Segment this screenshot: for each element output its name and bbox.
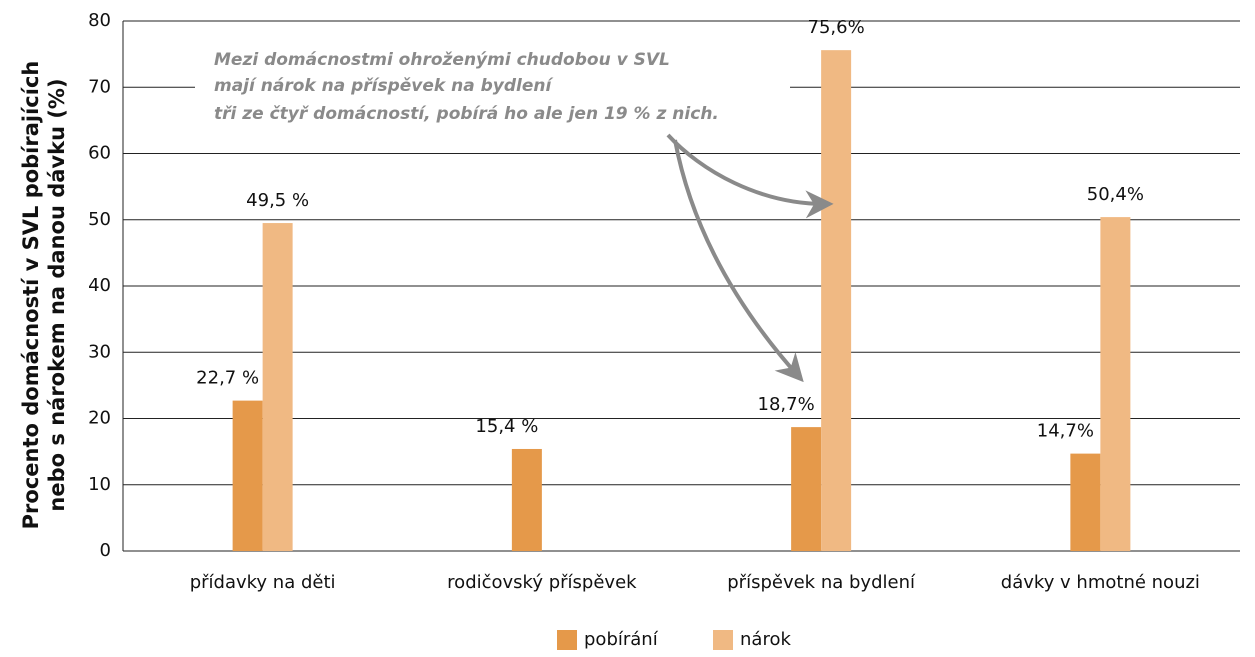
arrow (673, 139, 804, 383)
data-label: 15,4 % (475, 416, 538, 437)
bar (821, 50, 852, 552)
x-tick-label: přídavky na děti (190, 572, 336, 593)
legend-label: nárok (740, 629, 791, 650)
bar (511, 448, 542, 551)
x-tick-label: příspěvek na bydlení (727, 572, 916, 593)
legend-swatch (713, 630, 733, 650)
marks (232, 50, 1131, 552)
y-tick-label: 30 (88, 341, 111, 362)
data-label: 50,4% (1087, 184, 1144, 205)
y-tick-label: 70 (88, 76, 111, 97)
bar (1070, 453, 1101, 551)
grid (122, 20, 1240, 552)
y-tick-label: 60 (88, 143, 111, 164)
y-tick-label: 50 (88, 209, 111, 230)
bar (791, 427, 822, 551)
data-label: 18,7% (758, 394, 815, 415)
y-axis-label: Procento domácností v SVL pobírajících (19, 61, 43, 530)
data-label: 75,6% (808, 17, 865, 38)
y-tick-label: 10 (88, 474, 111, 495)
annotation: Mezi domácnostmi ohroženými chudobou v S… (214, 50, 670, 70)
x-tick-label: rodičovský příspěvek (447, 572, 637, 593)
annotation: mají nárok na příspěvek na bydlení (214, 76, 554, 96)
annotation-background (195, 42, 790, 128)
bar (1100, 217, 1131, 551)
legend-swatch (557, 630, 577, 650)
arrow (666, 133, 834, 219)
y-tick-label: 20 (88, 408, 111, 429)
bar (262, 223, 293, 551)
legend-label: pobírání (584, 629, 659, 650)
y-tick-label: 0 (100, 540, 111, 561)
data-label: 22,7 % (196, 368, 259, 389)
y-tick-label: 80 (88, 10, 111, 31)
data-label: 14,7% (1037, 421, 1094, 442)
y-tick-label: 40 (88, 275, 111, 296)
x-tick-label: dávky v hmotné nouzi (1001, 572, 1200, 593)
annotation: tři ze čtyř domácností, pobírá ho ale je… (214, 104, 719, 124)
data-label: 49,5 % (246, 190, 309, 211)
bar (232, 400, 263, 551)
y-axis-label: nebo s nárokem na danou dávku (%) (45, 78, 69, 511)
